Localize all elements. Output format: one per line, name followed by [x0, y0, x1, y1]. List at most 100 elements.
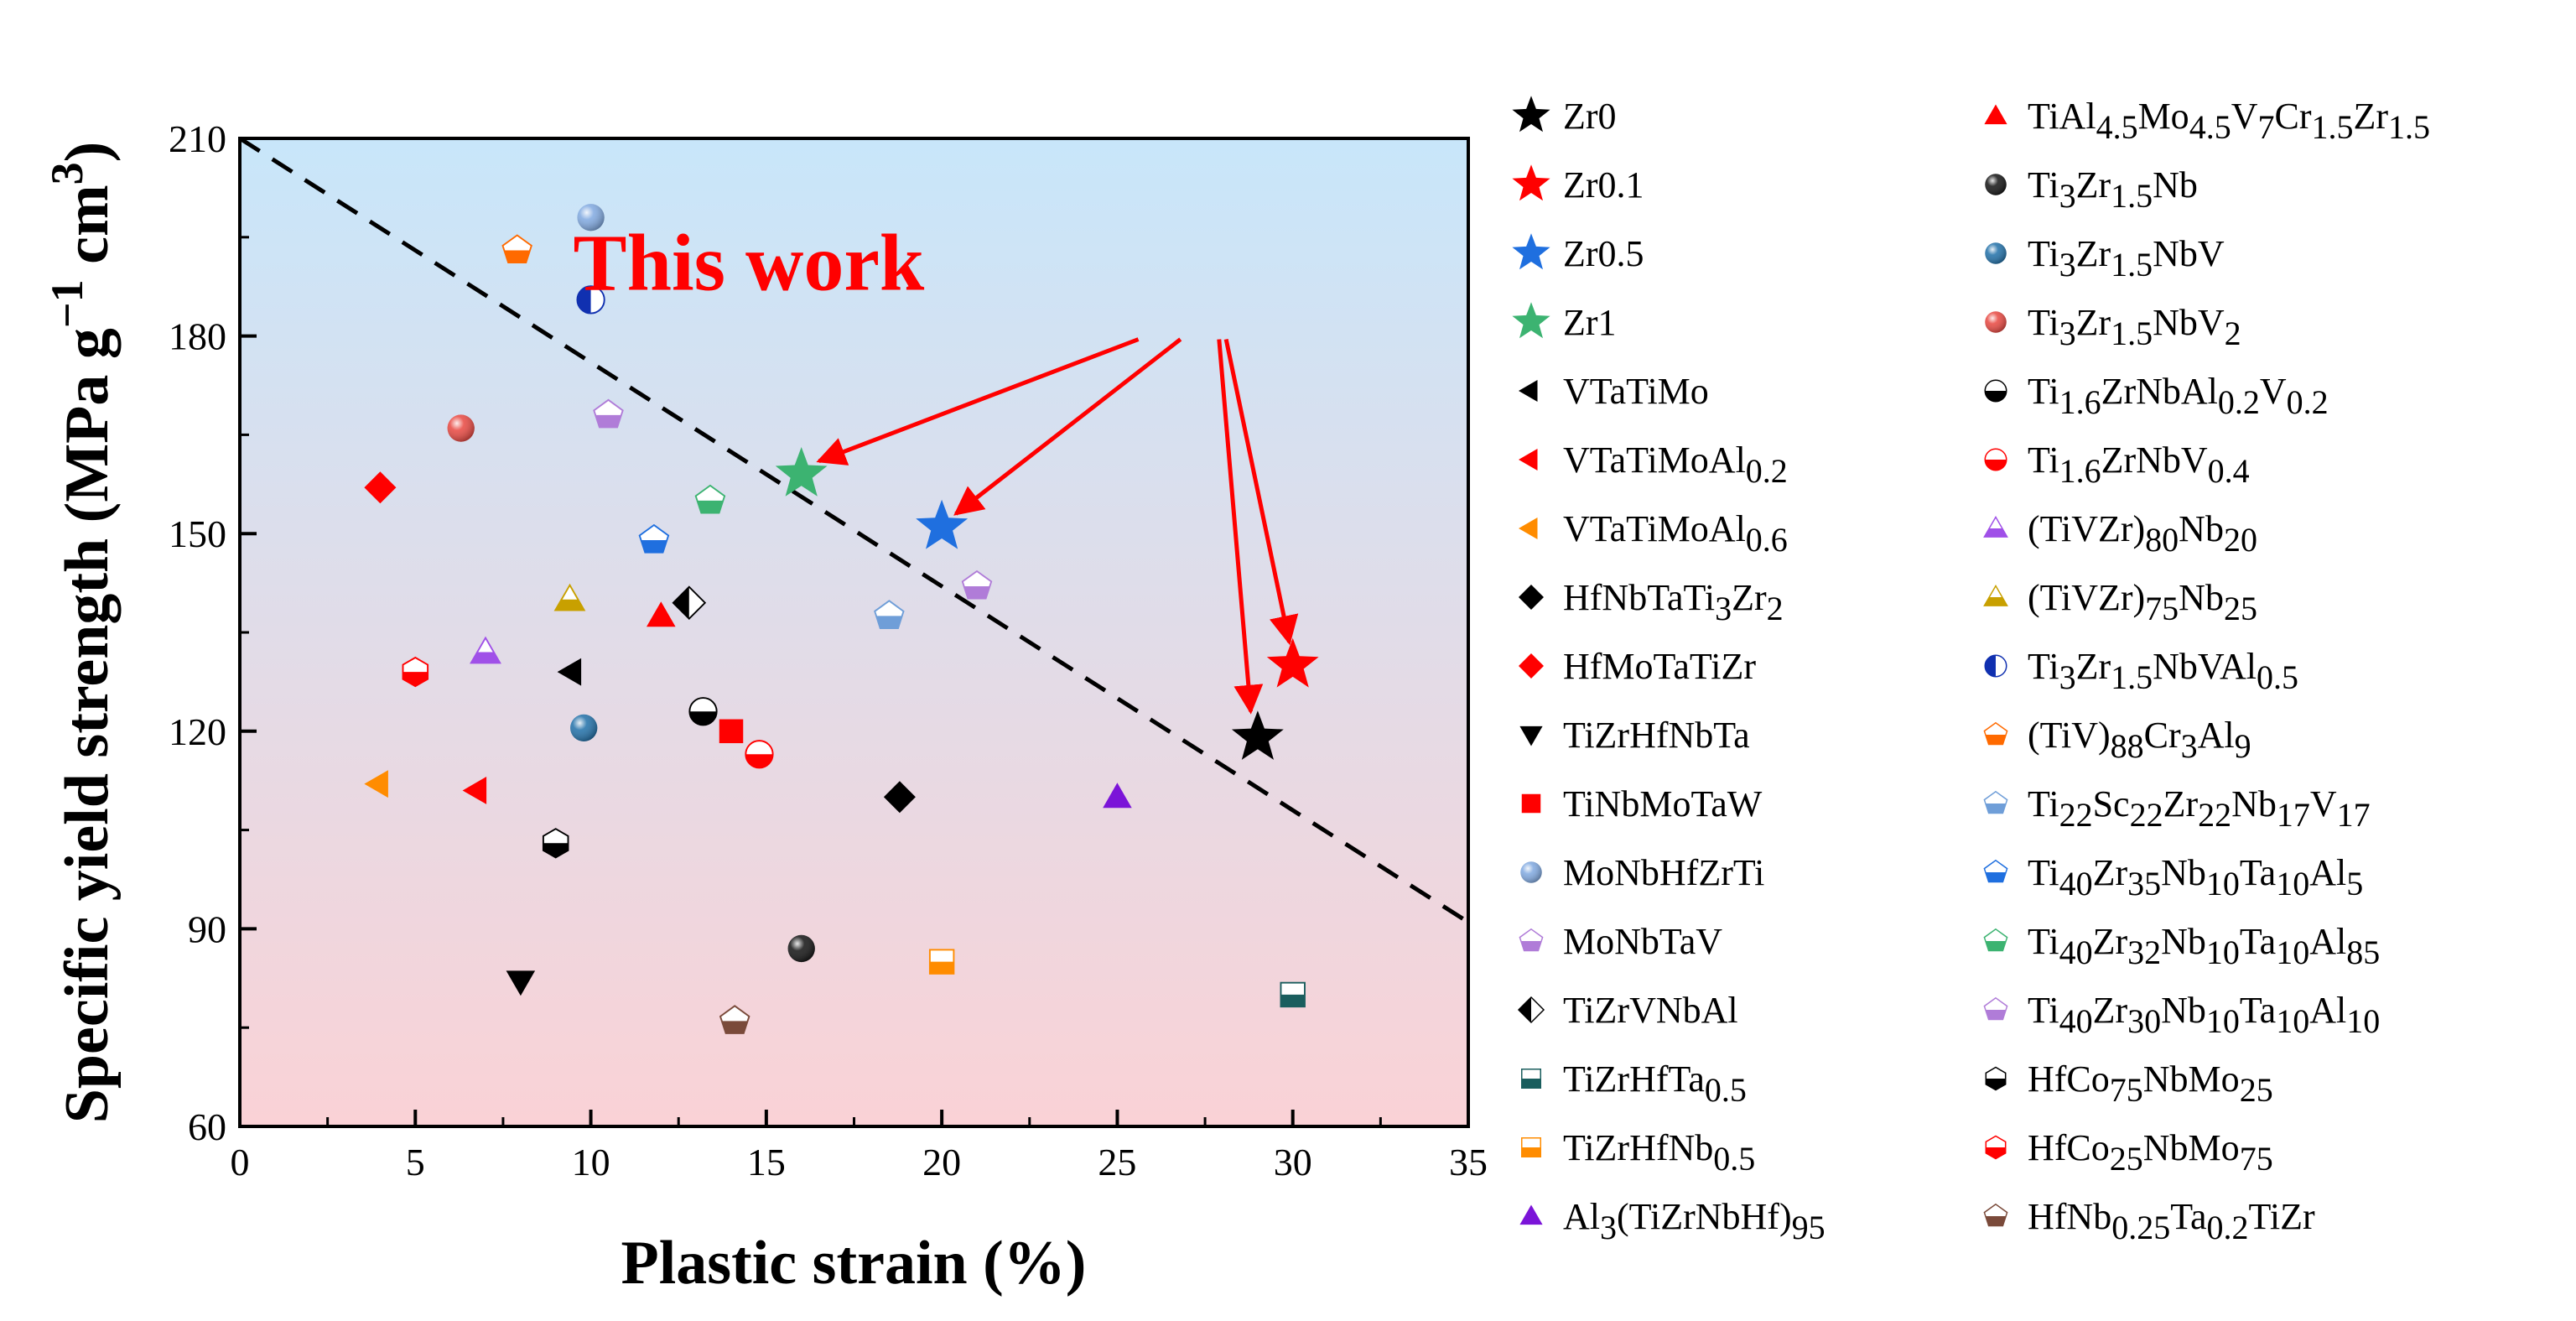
legend-marker-ti3zr1-5nb: [1985, 174, 2007, 195]
point-hfnb0-25ta0-2tizr-0: [719, 1005, 750, 1034]
legend-marker-ti22sc22zr22nb17v17: [1983, 790, 2008, 814]
point-vtatimoal0-6-0: [364, 770, 388, 798]
legend-label: Ti22Sc22Zr22Nb17V17: [2028, 783, 2371, 834]
legend-marker-hfmotatizr: [1519, 653, 1544, 679]
point-vtatimoal0-2-0: [462, 777, 487, 804]
legend-label: Zr0.1: [1563, 164, 1644, 205]
point-zr0-0: [1231, 710, 1284, 760]
x-tick-label-20: 20: [922, 1141, 961, 1183]
legend-label: (TiVZr)75Nb25: [2028, 577, 2257, 627]
legend-label: VTaTiMo: [1563, 371, 1709, 412]
plot-background: [240, 138, 1468, 1126]
legend-marker-tial4-5mo4-5v7cr1-5zr1-5: [1984, 104, 2007, 125]
point-vtatimo-0: [557, 658, 582, 686]
x-tick-label-0: 0: [231, 1141, 250, 1183]
legend-label: Ti1.6ZrNbV0.4: [2028, 439, 2250, 490]
legend-marker-zr0: [1512, 96, 1550, 133]
legend-marker-tizrhfnb0-5: [1521, 1137, 1541, 1157]
legend-label: TiZrHfNb0.5: [1563, 1127, 1755, 1178]
legend-marker-hfnb0-25ta0-2tizr: [1983, 1203, 2008, 1227]
legend-marker-tizrhfta0-5: [1521, 1069, 1541, 1089]
legend-label: HfNb0.25Ta0.2TiZr: [2028, 1196, 2315, 1246]
legend-marker-al3-tizrnbhf-95: [1519, 1204, 1543, 1225]
legend-marker--tivzr-80nb20: [1983, 515, 2008, 538]
point-tizrvnbal-0: [672, 585, 707, 621]
legend-label: VTaTiMoAl0.6: [1563, 508, 1788, 559]
point-zr0-5-0: [916, 499, 969, 549]
legend-label: TiZrHfTa0.5: [1563, 1058, 1747, 1109]
legend-label: Ti40Zr35Nb10Ta10Al5: [2028, 852, 2363, 902]
y-axis-title-part3: ): [53, 142, 122, 163]
point-ti40zr35nb10ta10al5-0: [638, 523, 670, 554]
point-al3-tizrnbhf-95-0: [1103, 783, 1132, 809]
point-hfmotatizr-0: [364, 471, 397, 504]
annotation-arrow-3: [1217, 339, 1264, 715]
legend-marker-vtatimoal0-2: [1519, 449, 1538, 471]
y-tick-label-120: 120: [169, 710, 226, 753]
point-tizrhfta0-5-0: [1280, 981, 1306, 1008]
data-points: [364, 204, 1319, 1034]
legend-label: Zr0: [1563, 96, 1617, 137]
legend-label: Ti40Zr32Nb10Ta10Al85: [2028, 921, 2380, 971]
y-tick-label-150: 150: [169, 512, 226, 555]
point-tinbmotaw-0: [719, 719, 744, 744]
annotation-arrow-4: [1223, 339, 1299, 646]
legend-marker-ti1-6zrnbv0-4: [1984, 448, 2007, 471]
point-hfnbtati3zr2-0: [883, 781, 916, 814]
legend-label: MoNbHfZrTi: [1563, 852, 1764, 893]
legend-label: Ti40Zr30Nb10Ta10Al10: [2028, 990, 2380, 1040]
annotation-arrow-2: [953, 337, 1182, 516]
legend-label: Ti3Zr1.5Nb: [2028, 164, 2198, 215]
legend-label: TiNbMoTaW: [1563, 783, 1763, 824]
trend-line: [238, 136, 1470, 924]
legend-label: HfCo75NbMo25: [2028, 1058, 2273, 1109]
legend-marker-ti1-6zrnbal0-2v0-2: [1984, 379, 2007, 403]
legend-label: (TiVZr)80Nb20: [2028, 508, 2257, 559]
y-tick-label-180: 180: [169, 315, 226, 358]
legend: Zr0 Zr0.1 Zr0.5 Zr1 VTaTiMo VTaTiMoAl0.2 VTaTi…: [1512, 96, 2430, 1246]
y-axis-title: Specific yield strength (MPa g−1 cm3): [42, 142, 122, 1124]
x-tick-label-5: 5: [406, 1141, 425, 1183]
point-zr1-0: [775, 447, 828, 497]
x-tick-label-25: 25: [1098, 1141, 1136, 1183]
point-ti3zr1-5nbv-0: [570, 714, 598, 742]
legend-marker--tivzr-75nb25: [1983, 584, 2008, 606]
y-axis-title-sup1: −1: [42, 279, 92, 328]
x-tick-label-15: 15: [747, 1141, 786, 1183]
legend-label: HfNbTaTi3Zr2: [1563, 577, 1784, 627]
legend-label: (TiV)88Cr3Al9: [2028, 715, 2251, 765]
legend-marker--tiv-88cr3al9: [1983, 721, 2008, 746]
legend-marker-tizrhfnbta: [1519, 726, 1543, 746]
legend-marker-ti3zr1-5nbval0-5: [1984, 654, 2007, 678]
point-tizrhfnb0-5-0: [928, 949, 955, 975]
point-ti40zr32nb10ta10al85-0: [694, 484, 726, 514]
legend-marker-vtatimoal0-6: [1519, 517, 1538, 539]
y-tick-label-60: 60: [188, 1105, 226, 1148]
legend-marker-ti40zr30nb10ta10al10: [1983, 996, 2008, 1021]
point-ti1-6zrnbv0-4-0: [745, 740, 774, 769]
legend-label: MoNbTaV: [1563, 921, 1722, 962]
point-tial4-5mo4-5v7cr1-5zr1-5-0: [647, 601, 676, 627]
legend-marker-tinbmotaw: [1521, 793, 1541, 814]
point-zr0-1-0: [1266, 637, 1319, 688]
legend-marker-tizrvnbal: [1517, 996, 1545, 1024]
trend-line-group: [238, 136, 1470, 924]
x-tick-label-30: 30: [1274, 1141, 1312, 1183]
point-ti3zr1-5nbv2-0: [447, 414, 475, 442]
legend-label: Ti3Zr1.5NbV2: [2028, 302, 2241, 352]
legend-label: Ti3Zr1.5NbVAl0.5: [2028, 646, 2298, 696]
point-ti40zr30nb10ta10al10-0: [593, 398, 624, 429]
axis-ticks: 0 5 10 15 20 25 30 35 60 90 120 150 180 210: [169, 117, 1488, 1183]
legend-marker-hfnbtati3zr2: [1519, 585, 1544, 610]
point-hfco25nbmo75-0: [402, 656, 429, 688]
legend-marker-zr1: [1512, 302, 1550, 339]
point-ti22sc22zr22nb17v17-0: [874, 600, 905, 629]
legend-marker-vtatimo: [1519, 380, 1538, 402]
legend-label: Ti1.6ZrNbAl0.2V0.2: [2028, 371, 2329, 421]
legend-label: Ti3Zr1.5NbV: [2028, 233, 2225, 283]
y-tick-label-210: 210: [169, 117, 226, 160]
point-monbhfzrti-0: [577, 204, 605, 231]
legend-label: TiZrVNbAl: [1563, 990, 1738, 1031]
legend-marker-hfco75nbmo25: [1985, 1066, 2007, 1091]
legend-marker-monbhfzrti: [1520, 861, 1542, 883]
